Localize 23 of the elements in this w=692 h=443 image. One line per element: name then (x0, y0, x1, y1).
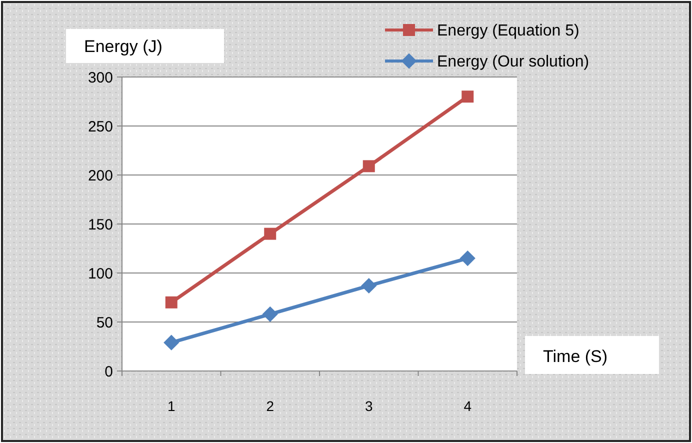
y-axis-title: Energy (J) (84, 37, 162, 56)
point (361, 278, 377, 294)
x-tick-label: 2 (266, 398, 274, 414)
point (165, 296, 178, 308)
legend-label: Energy (Our solution) (437, 54, 590, 71)
y-tick-label: 250 (88, 118, 113, 136)
x-tick-label: 3 (364, 398, 373, 414)
y-tick-label: 200 (88, 167, 113, 184)
point (164, 334, 180, 350)
y-tick-label: 300 (88, 69, 113, 86)
legend-label: Energy (Equation 5) (437, 22, 580, 40)
y-tick-label: 50 (96, 314, 113, 332)
point (362, 160, 375, 172)
point (460, 250, 476, 266)
y-tick-label: 150 (88, 216, 113, 234)
point (264, 228, 276, 240)
y-tick-label: 100 (88, 265, 113, 282)
point (262, 306, 278, 322)
point (462, 90, 474, 103)
x-tick-label: 4 (464, 398, 472, 414)
x-axis-title: Time (S) (543, 347, 608, 366)
y-tick-label: 0 (104, 363, 113, 380)
x-tick-label: 1 (167, 398, 176, 414)
